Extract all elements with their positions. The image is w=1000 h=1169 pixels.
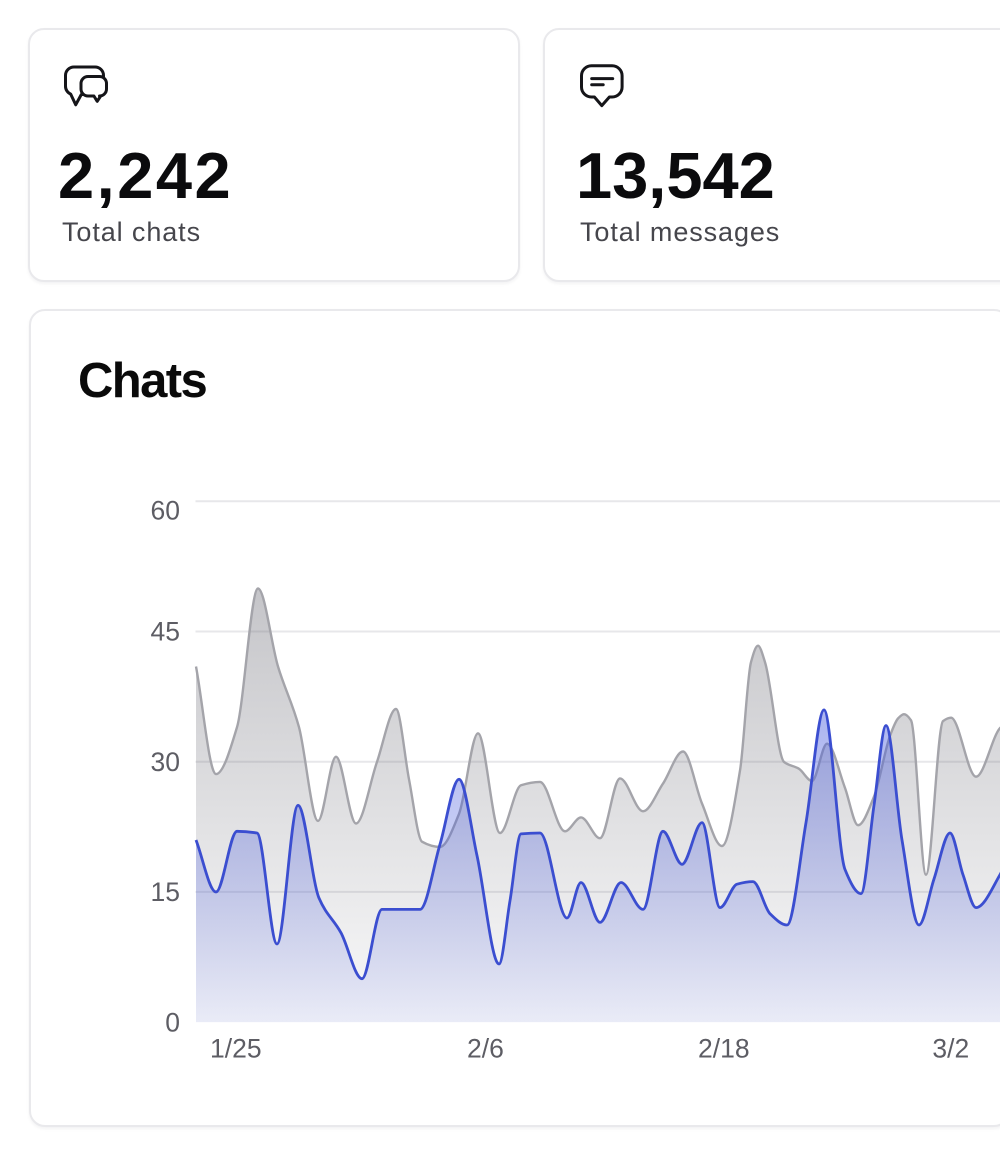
svg-text:3/2: 3/2	[932, 1034, 969, 1064]
svg-text:30: 30	[151, 747, 180, 777]
svg-text:1/25: 1/25	[210, 1034, 262, 1064]
svg-text:0: 0	[165, 1007, 180, 1037]
svg-text:2/18: 2/18	[698, 1034, 750, 1064]
svg-text:15: 15	[151, 877, 180, 907]
svg-text:45: 45	[151, 617, 180, 647]
svg-text:60: 60	[151, 496, 180, 526]
svg-text:2/6: 2/6	[467, 1034, 504, 1064]
